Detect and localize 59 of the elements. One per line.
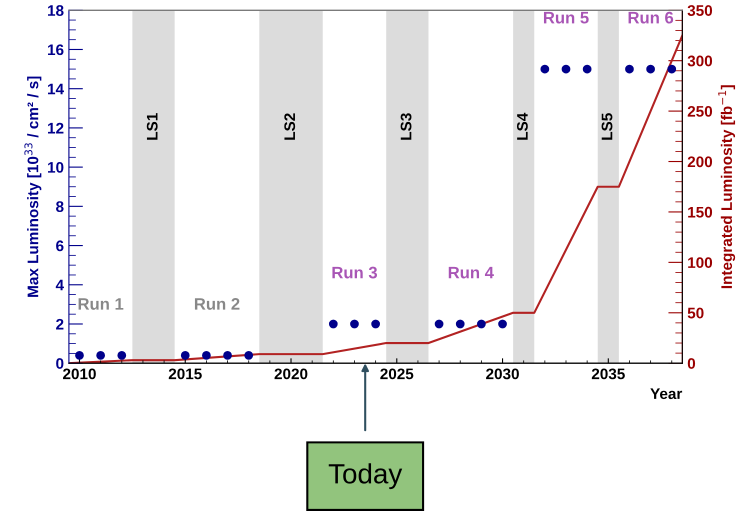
- y-axis-title: Max Luminosity [10$^{33}$ / cm² / s]: [24, 76, 42, 297]
- point: [75, 350, 84, 360]
- y2-tick-label: 0: [688, 358, 696, 369]
- point: [582, 64, 592, 74]
- x-tick-label: 2025: [380, 368, 414, 380]
- y2-tick-label: 100: [688, 257, 712, 268]
- y-tick-label: 18: [48, 5, 64, 16]
- y2-tick-label: 350: [688, 5, 712, 16]
- y-tick-label: 16: [48, 44, 64, 56]
- point: [223, 350, 232, 360]
- y-tick-label: 2: [56, 318, 64, 330]
- point: [667, 64, 676, 74]
- y2-axis-title: Integrated Luminosity [fb$^{−1}$]: [718, 85, 736, 288]
- annotation: Run 2: [194, 298, 240, 310]
- band-label: LS2: [284, 113, 296, 140]
- point: [244, 350, 254, 360]
- x-tick-label: 2010: [63, 368, 96, 380]
- x-tick-label: 2035: [592, 368, 625, 380]
- point: [498, 320, 507, 328]
- point: [625, 64, 634, 74]
- band-label: LS3: [400, 113, 412, 140]
- annotation: Run 1: [78, 298, 124, 310]
- annotation: Run 5: [544, 12, 589, 24]
- point: [328, 320, 338, 328]
- point: [434, 320, 444, 328]
- y-tick-label: 8: [56, 201, 64, 212]
- annotation: Run 4: [448, 266, 494, 278]
- y-tick-label: 10: [48, 162, 64, 173]
- annotation: Run 3: [332, 266, 378, 278]
- point: [117, 350, 126, 360]
- band-label: LS1: [146, 113, 158, 140]
- y-tick-label: 0: [56, 358, 64, 369]
- y2-tick-label: 250: [688, 106, 712, 117]
- point: [202, 350, 211, 360]
- point: [646, 64, 655, 74]
- point: [477, 320, 486, 328]
- point: [562, 64, 570, 74]
- y2-tick-label: 200: [688, 156, 712, 168]
- y-tick-label: 6: [56, 240, 64, 252]
- y-tick-label: 12: [48, 122, 64, 134]
- point: [456, 320, 465, 328]
- point: [371, 320, 380, 328]
- point: [96, 350, 106, 360]
- y2-tick-label: 300: [688, 56, 712, 66]
- annotation: Run 6: [628, 12, 674, 24]
- x-tick-label: 2030: [486, 368, 519, 380]
- point: [180, 350, 190, 360]
- x-tick-label: 2015: [168, 368, 202, 380]
- x-tick-label: 2020: [274, 368, 308, 380]
- y-tick-label: 14: [48, 84, 64, 94]
- point: [540, 64, 550, 74]
- y2-tick-label: 150: [688, 206, 712, 218]
- point: [350, 320, 359, 328]
- y2-tick-label: 50: [688, 308, 704, 318]
- text: Today: [328, 463, 402, 490]
- x-axis-title: Year: [650, 388, 682, 400]
- band-label: LS4: [516, 112, 528, 140]
- band-label: LS5: [602, 113, 612, 140]
- y-tick-label: 4: [56, 280, 64, 290]
